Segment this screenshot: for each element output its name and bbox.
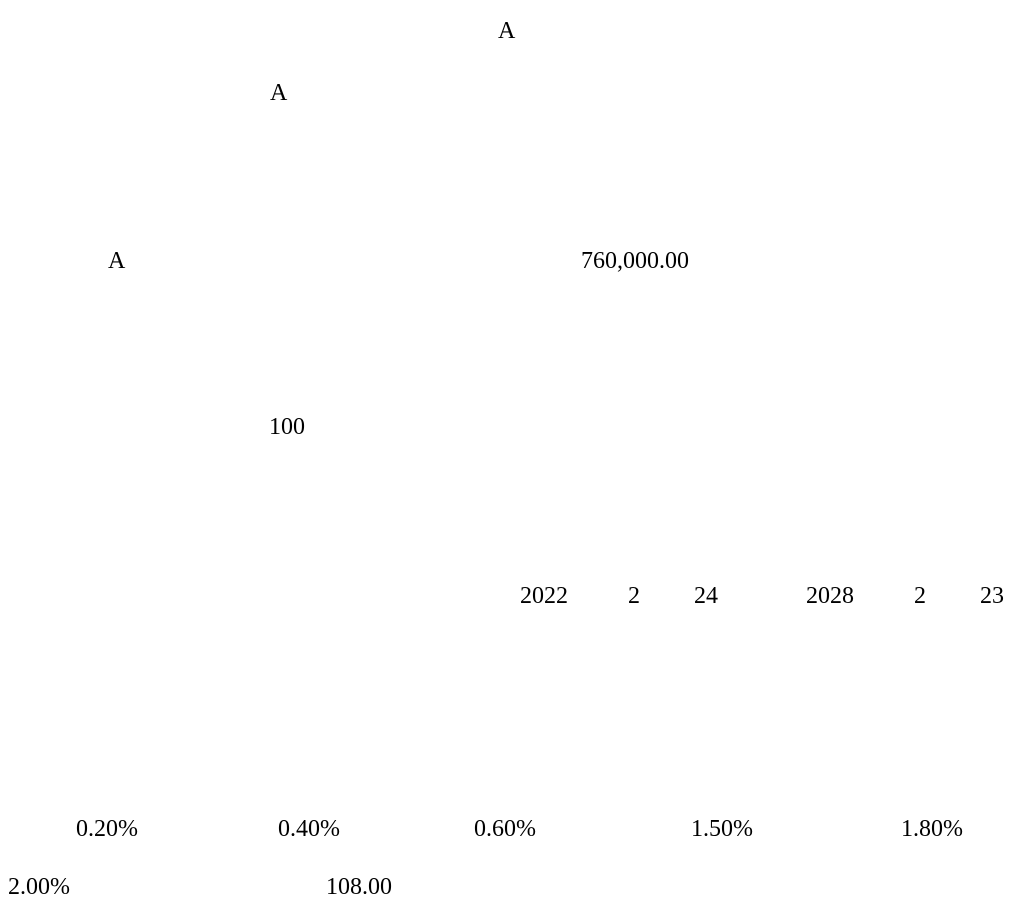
coupon-rate-year-3: 0.60% bbox=[474, 816, 536, 842]
end-date-day: 23 bbox=[980, 583, 1004, 609]
end-date-month: 2 bbox=[914, 583, 926, 609]
start-date-day: 24 bbox=[694, 583, 718, 609]
row-label: A bbox=[108, 248, 126, 274]
face-value: 100 bbox=[269, 414, 305, 440]
coupon-rate-year-1: 0.20% bbox=[76, 816, 138, 842]
coupon-rate-year-6: 2.00% bbox=[8, 874, 70, 900]
document-title: A bbox=[498, 18, 516, 44]
document-subtitle: A bbox=[270, 80, 288, 106]
coupon-rate-year-4: 1.50% bbox=[691, 816, 753, 842]
coupon-rate-year-2: 0.40% bbox=[278, 816, 340, 842]
start-date-month: 2 bbox=[628, 583, 640, 609]
end-date-year: 2028 bbox=[806, 583, 854, 609]
coupon-rate-year-5: 1.80% bbox=[901, 816, 963, 842]
issue-amount: 760,000.00 bbox=[581, 248, 689, 274]
redemption-price: 108.00 bbox=[326, 874, 392, 900]
start-date-year: 2022 bbox=[520, 583, 568, 609]
